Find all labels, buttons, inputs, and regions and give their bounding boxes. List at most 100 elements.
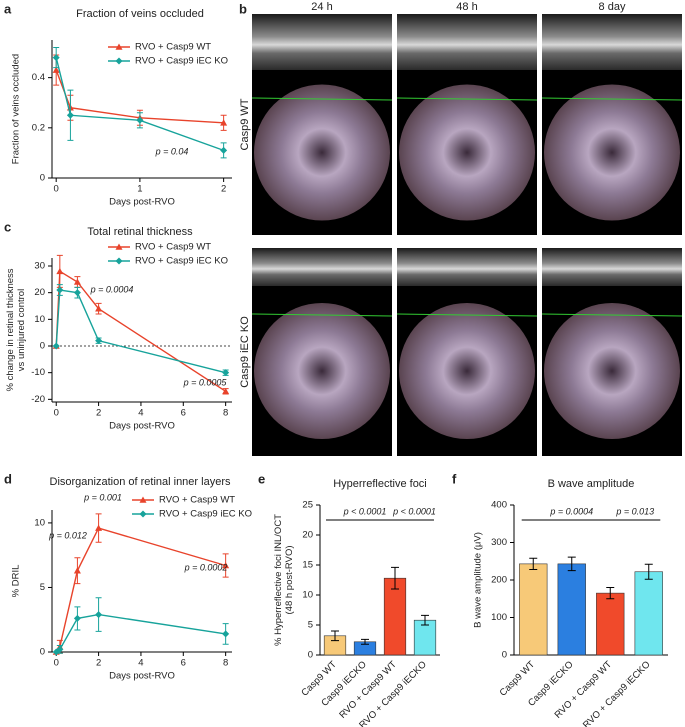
annotation: p < 0.0001 — [343, 506, 387, 516]
x-tick-label: 0 — [54, 658, 59, 669]
y-tick-label: 30 — [34, 261, 45, 272]
annotation: p = 0.013 — [615, 506, 654, 516]
chart-title: Total retinal thickness — [87, 226, 193, 238]
data-point — [95, 611, 103, 619]
legend-marker — [139, 496, 147, 503]
y-tick-label: 100 — [491, 612, 507, 623]
y-tick-label: 300 — [491, 537, 507, 548]
series-line — [55, 613, 226, 653]
scan-line — [251, 97, 393, 101]
data-point — [56, 267, 64, 275]
error-bar — [421, 614, 429, 626]
scan-line — [396, 313, 538, 317]
chart-title: Disorganization of retinal inner layers — [50, 476, 231, 488]
fundus-disc — [399, 84, 535, 221]
data-point — [222, 630, 230, 638]
y-tick-label: -10 — [31, 367, 45, 378]
y-tick-label: 0 — [502, 650, 507, 661]
legend-marker — [115, 257, 123, 265]
data-point — [73, 289, 81, 297]
y-axis-label: % DRIL — [11, 565, 22, 598]
series-line — [55, 289, 226, 374]
panel-letter: b — [239, 1, 247, 16]
legend-marker — [115, 57, 123, 65]
x-tick-label: Casp9 WT — [498, 659, 538, 699]
legend-marker — [115, 43, 123, 50]
y-axis-label: (48 h post-RVO) — [284, 546, 295, 615]
y-tick-label: 0 — [308, 650, 313, 661]
y-tick-label: 10 — [34, 517, 45, 528]
legend-label: RVO + Casp9 iEC KO — [135, 256, 228, 267]
bar — [557, 563, 586, 656]
column-header: 8 day — [599, 1, 626, 13]
data-point — [52, 66, 60, 73]
x-tick-label: 2 — [96, 658, 101, 669]
bar — [383, 577, 407, 656]
y-axis-label: B wave amplitude (μV) — [473, 532, 484, 628]
data-point — [73, 278, 81, 285]
x-tick-label: 8 — [223, 658, 228, 669]
scan-line — [251, 313, 393, 317]
x-tick-label: 0 — [54, 184, 59, 195]
annotation: p = 0.0004 — [549, 506, 593, 516]
data-point — [56, 286, 64, 294]
x-tick-label: 0 — [54, 408, 59, 419]
y-tick-label: 0.2 — [32, 122, 45, 133]
x-tick-label: 2 — [221, 184, 226, 195]
bar — [596, 592, 625, 656]
chart-title: Fraction of veins occluded — [76, 8, 204, 20]
oct-image — [252, 14, 392, 70]
annotation: p = 0.04 — [155, 146, 189, 156]
y-axis-label: Fraction of veins occluded — [11, 54, 22, 164]
x-axis-label: Days post-RVO — [109, 671, 175, 682]
y-tick-label: 5 — [308, 620, 313, 631]
error-bar — [361, 638, 369, 645]
data-point — [95, 305, 103, 312]
series-line — [55, 270, 227, 392]
panel-letter: a — [4, 1, 12, 16]
x-axis-label: Days post-RVO — [109, 197, 175, 208]
y-tick-label: 5 — [40, 582, 45, 593]
row-label: Casp9 iEC KO — [239, 316, 251, 388]
panel-letter: e — [258, 471, 265, 486]
chart-title: Hyperreflective foci — [333, 478, 427, 490]
error-bar — [606, 587, 615, 600]
annotation: p = 0.0004 — [90, 284, 134, 294]
data-point — [56, 645, 64, 653]
legend-marker — [115, 243, 123, 250]
data-point — [73, 614, 81, 622]
error-bar — [644, 563, 653, 580]
data-point — [95, 524, 103, 531]
y-axis-label: % change in retinal thickness — [5, 268, 16, 391]
y-tick-label: 0 — [40, 173, 45, 184]
bar — [519, 563, 548, 656]
y-axis-label: % Hyperreflective foci INL/OCT — [273, 514, 284, 646]
y-tick-label: 400 — [491, 500, 507, 511]
y-tick-label: 25 — [302, 500, 313, 511]
fundus-disc — [254, 303, 390, 439]
data-point — [95, 337, 103, 345]
fundus-disc — [544, 303, 680, 439]
y-tick-label: 0.4 — [32, 72, 45, 83]
x-axis-label: Days post-RVO — [109, 421, 175, 432]
panel-letter: f — [452, 471, 457, 486]
y-tick-label: 15 — [302, 560, 313, 571]
x-tick-label: 6 — [181, 658, 186, 669]
column-header: 48 h — [456, 1, 477, 13]
bar — [634, 571, 663, 656]
series-line — [55, 527, 226, 653]
legend-label: RVO + Casp9 iEC KO — [135, 56, 228, 67]
y-tick-label: 0 — [40, 341, 45, 352]
data-point — [52, 54, 60, 62]
column-header: 24 h — [311, 1, 332, 13]
y-tick-label: 0 — [40, 647, 45, 658]
series-line — [55, 57, 224, 152]
fundus-disc — [254, 84, 390, 221]
y-tick-label: 20 — [34, 287, 45, 298]
x-tick-label: 4 — [138, 408, 143, 419]
annotation: p < 0.0001 — [392, 506, 436, 516]
annotation: p = 0.0002 — [184, 562, 228, 572]
y-tick-label: -20 — [31, 394, 45, 405]
scan-line — [396, 97, 538, 101]
